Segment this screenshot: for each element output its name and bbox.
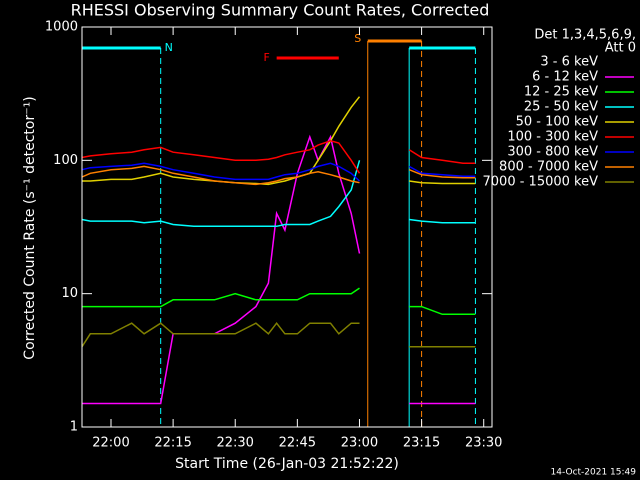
x-tick-label: 22:30	[216, 436, 253, 451]
x-tick-label: 22:15	[154, 436, 191, 451]
legend-label: 25 - 50 keV	[524, 100, 598, 115]
legend-label: 300 - 800 keV	[507, 145, 598, 160]
flag-label: N	[165, 41, 173, 54]
x-tick-label: 23:00	[341, 436, 378, 451]
flag-label: F	[263, 51, 269, 64]
series-line	[81, 165, 476, 186]
legend-title: Att 0	[605, 41, 636, 56]
legend-label: 7000 - 15000 keV	[483, 175, 599, 190]
y-axis-label: Corrected Count Rate (s⁻¹ detector⁻¹)	[22, 96, 38, 359]
footer: 14-Oct-2021 15:49	[551, 468, 637, 478]
series-line	[81, 162, 476, 182]
series-line	[82, 135, 352, 418]
series-line	[81, 321, 476, 348]
legend-title: Det 1,3,4,5,6,9,	[534, 28, 636, 43]
y-tick-label: 10	[61, 286, 78, 301]
y-tick-label: 1000	[45, 20, 78, 35]
legend-label: 800 - 7000 keV	[499, 160, 598, 175]
plot-frame	[81, 26, 493, 428]
series-line	[82, 287, 476, 316]
x-tick-label: 23:30	[465, 436, 502, 451]
legend-label: 3 - 6 keV	[540, 55, 598, 70]
x-tick-label: 22:00	[92, 436, 129, 451]
flag-label: S	[354, 32, 361, 45]
x-axis-label: Start Time (26-Jan-03 21:52:22)	[175, 456, 399, 472]
x-tick-label: 22:45	[279, 436, 316, 451]
y-tick-label: 100	[53, 153, 78, 168]
y-tick-label: 1	[70, 420, 78, 435]
legend-label: 6 - 12 keV	[532, 70, 598, 85]
legend-label: 100 - 300 keV	[507, 130, 598, 145]
legend-label: 12 - 25 keV	[524, 85, 598, 100]
x-tick-label: 23:15	[403, 436, 440, 451]
legend-label: 50 - 100 keV	[516, 115, 599, 130]
series-line	[82, 96, 476, 186]
series-line	[81, 140, 476, 174]
series-line	[81, 160, 476, 228]
series-line	[82, 134, 476, 405]
chart-title: RHESSI Observing Summary Count Rates, Co…	[71, 1, 490, 20]
